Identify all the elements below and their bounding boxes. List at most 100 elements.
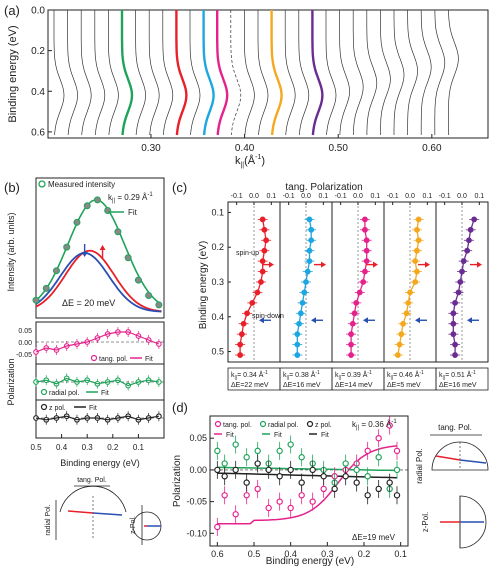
panel-d-xtick-label: 0.1: [394, 549, 407, 559]
panel-d-point: [254, 460, 261, 467]
panel-b-blue-arrowhead: [81, 252, 88, 257]
legend-tang-marker: [90, 354, 98, 362]
panel-d-point: [214, 523, 221, 531]
panel-c-top-tick: 0.0: [301, 193, 311, 200]
panel-b-xtick-label: 0.4: [56, 443, 68, 452]
panel-label-d: (d): [172, 400, 188, 415]
panel-b-measured-point: [124, 254, 132, 262]
panel-c-info-box: [435, 367, 489, 391]
panel-a-edc-curve: [393, 10, 405, 135]
panel-a-edc-curve: [80, 10, 92, 136]
panel-a-xtick-label: 0.50: [328, 143, 348, 154]
panel-d-point: [353, 479, 360, 486]
panel-b-measured-point: [32, 296, 40, 304]
panel-c-ytick-label: 0.1: [211, 207, 224, 217]
panel-a-edc-curve: [175, 10, 188, 136]
panel-d-point: [342, 473, 349, 480]
legend-d-tang-fit: Fit: [226, 432, 234, 439]
panel-d-point: [287, 504, 294, 512]
inset-b-tang-label: tang. Pol.: [77, 477, 107, 484]
panel-d-xtick-label: 0.3: [321, 549, 334, 559]
panel-c-spin-up-arrowhead: [477, 261, 482, 268]
panel-d-point: [375, 434, 382, 442]
inset-b-radial-label: radial Pol.: [45, 504, 52, 535]
panel-a-edc-curve: [94, 10, 106, 136]
panel-a-edc-curve: [434, 10, 446, 135]
panel-b-top-ylabel: Intensity (arb. units): [6, 212, 16, 291]
panel-c-top-tick: 0.1: [266, 193, 276, 200]
panel-b-geometry-inset: tang. Pol. radial Pol. z-Pol.: [45, 477, 162, 545]
panel-c-spin-down-arrowhead: [259, 317, 264, 324]
panel-a-xtick-label: 0.40: [235, 143, 255, 154]
panel-c-top-tick: 0.1: [474, 193, 484, 200]
panel-d-point: [287, 441, 294, 448]
panel-a-edc-curve: [120, 10, 134, 136]
panel-d-point: [265, 504, 272, 512]
panel-b-xtick-label: 0.3: [82, 443, 94, 452]
panel-d-point: [364, 447, 371, 455]
panel-a-edc-curve: [162, 10, 174, 136]
legend-d-radial-label: radial pol.: [268, 422, 298, 429]
panel-a-edc-curve: [189, 10, 201, 136]
panel-d-point: [243, 454, 250, 461]
panel-d-point: [221, 473, 228, 480]
panel-d-xtick-label: 0.6: [211, 549, 224, 559]
panel-b-measured-point: [93, 196, 101, 204]
panel-a-ytick-label: 0.2: [31, 46, 45, 57]
panel-c-top-tick: 0.0: [405, 193, 415, 200]
panel-b-k-label: k|| = 0.29 Å-1: [108, 192, 153, 204]
panel-c-top-tick: -0.1: [387, 193, 399, 200]
panel-d-point: [276, 473, 283, 480]
panel-d-point: [232, 511, 239, 518]
panel-b-pol-ylabel: Polarization: [6, 358, 16, 405]
panel-c-spin-up-arrowhead: [321, 261, 326, 268]
panel-c-top-tick: -0.1: [335, 193, 347, 200]
panel-c-top-tick: -0.1: [439, 193, 451, 200]
panel-b-xtick-label: 0.2: [107, 443, 119, 452]
panel-b-top-frame: [35, 177, 165, 319]
legend-d-radial-marker: [259, 420, 267, 428]
legend-d-tang-label: tang. pol.: [223, 422, 252, 429]
panel-a-edc-curve: [135, 10, 146, 136]
panel-d-ylabel: Polarization: [172, 455, 183, 507]
panel-a-edc-curve: [53, 10, 65, 136]
panel-d-point: [287, 466, 294, 474]
panel-a-edc-curve: [366, 10, 378, 135]
panel-c-ytick-label: 0.3: [211, 277, 224, 287]
panel-a-edc-curve: [420, 10, 432, 135]
panel-c-spin-up-arrowhead: [425, 261, 430, 268]
panel-a-ytick-label: 0.0: [31, 6, 45, 17]
panel-c-top-tick: -0.1: [283, 193, 295, 200]
panel-label-a: (a): [4, 3, 20, 18]
panel-label-b: (b): [4, 180, 20, 195]
panel-d-ytick-label: 0.05: [189, 433, 207, 443]
panel-c-de-label: ΔE=14 meV: [335, 382, 373, 389]
panel-b-intensity-curves: [32, 196, 163, 313]
panel-a-edc-curve: [407, 10, 418, 135]
panel-b-ytick-0: 0.05: [18, 328, 32, 335]
panel-c-k-label: k||= 0.46 Å-1: [387, 370, 424, 381]
panel-c-spin-up-arrowhead: [373, 261, 378, 268]
panel-c-k-label: k||= 0.51 Å-1: [439, 370, 476, 381]
panel-c-ylabel: Binding energy (eV): [198, 241, 209, 329]
panel-c-k-label: k||= 0.39 Å-1: [335, 370, 372, 381]
legend-d-tang-marker: [214, 420, 222, 428]
panel-a-ytick-label: 0.6: [31, 127, 45, 138]
panel-label-c: (c): [172, 180, 187, 195]
panel-d-point: [254, 485, 261, 493]
panel-a-edc-curve: [244, 10, 255, 136]
panel-c-k-label: k||= 0.38 Å-1: [283, 370, 320, 381]
legend-z-marker: [40, 403, 48, 411]
legend-tang-fit: Fit: [145, 356, 153, 363]
panel-d-point: [298, 454, 305, 461]
panel-b-xlabel: Binding energy (eV): [60, 458, 140, 468]
panel-c-fit: [397, 219, 420, 356]
panel-b-red-arrowhead: [99, 245, 106, 250]
panel-d-point: [254, 447, 261, 455]
panel-b-measured-point: [83, 202, 91, 210]
panel-b-measured-point: [42, 284, 50, 292]
panel-c: tang. Polarization 0.1 0.2 0.3 0.4 0.5 -0.1 0.…: [198, 182, 489, 391]
panel-a-edc-curve: [257, 10, 269, 136]
legend-radial-label: radial pol.: [49, 390, 79, 397]
panel-c-top-tick: 0.1: [370, 193, 380, 200]
